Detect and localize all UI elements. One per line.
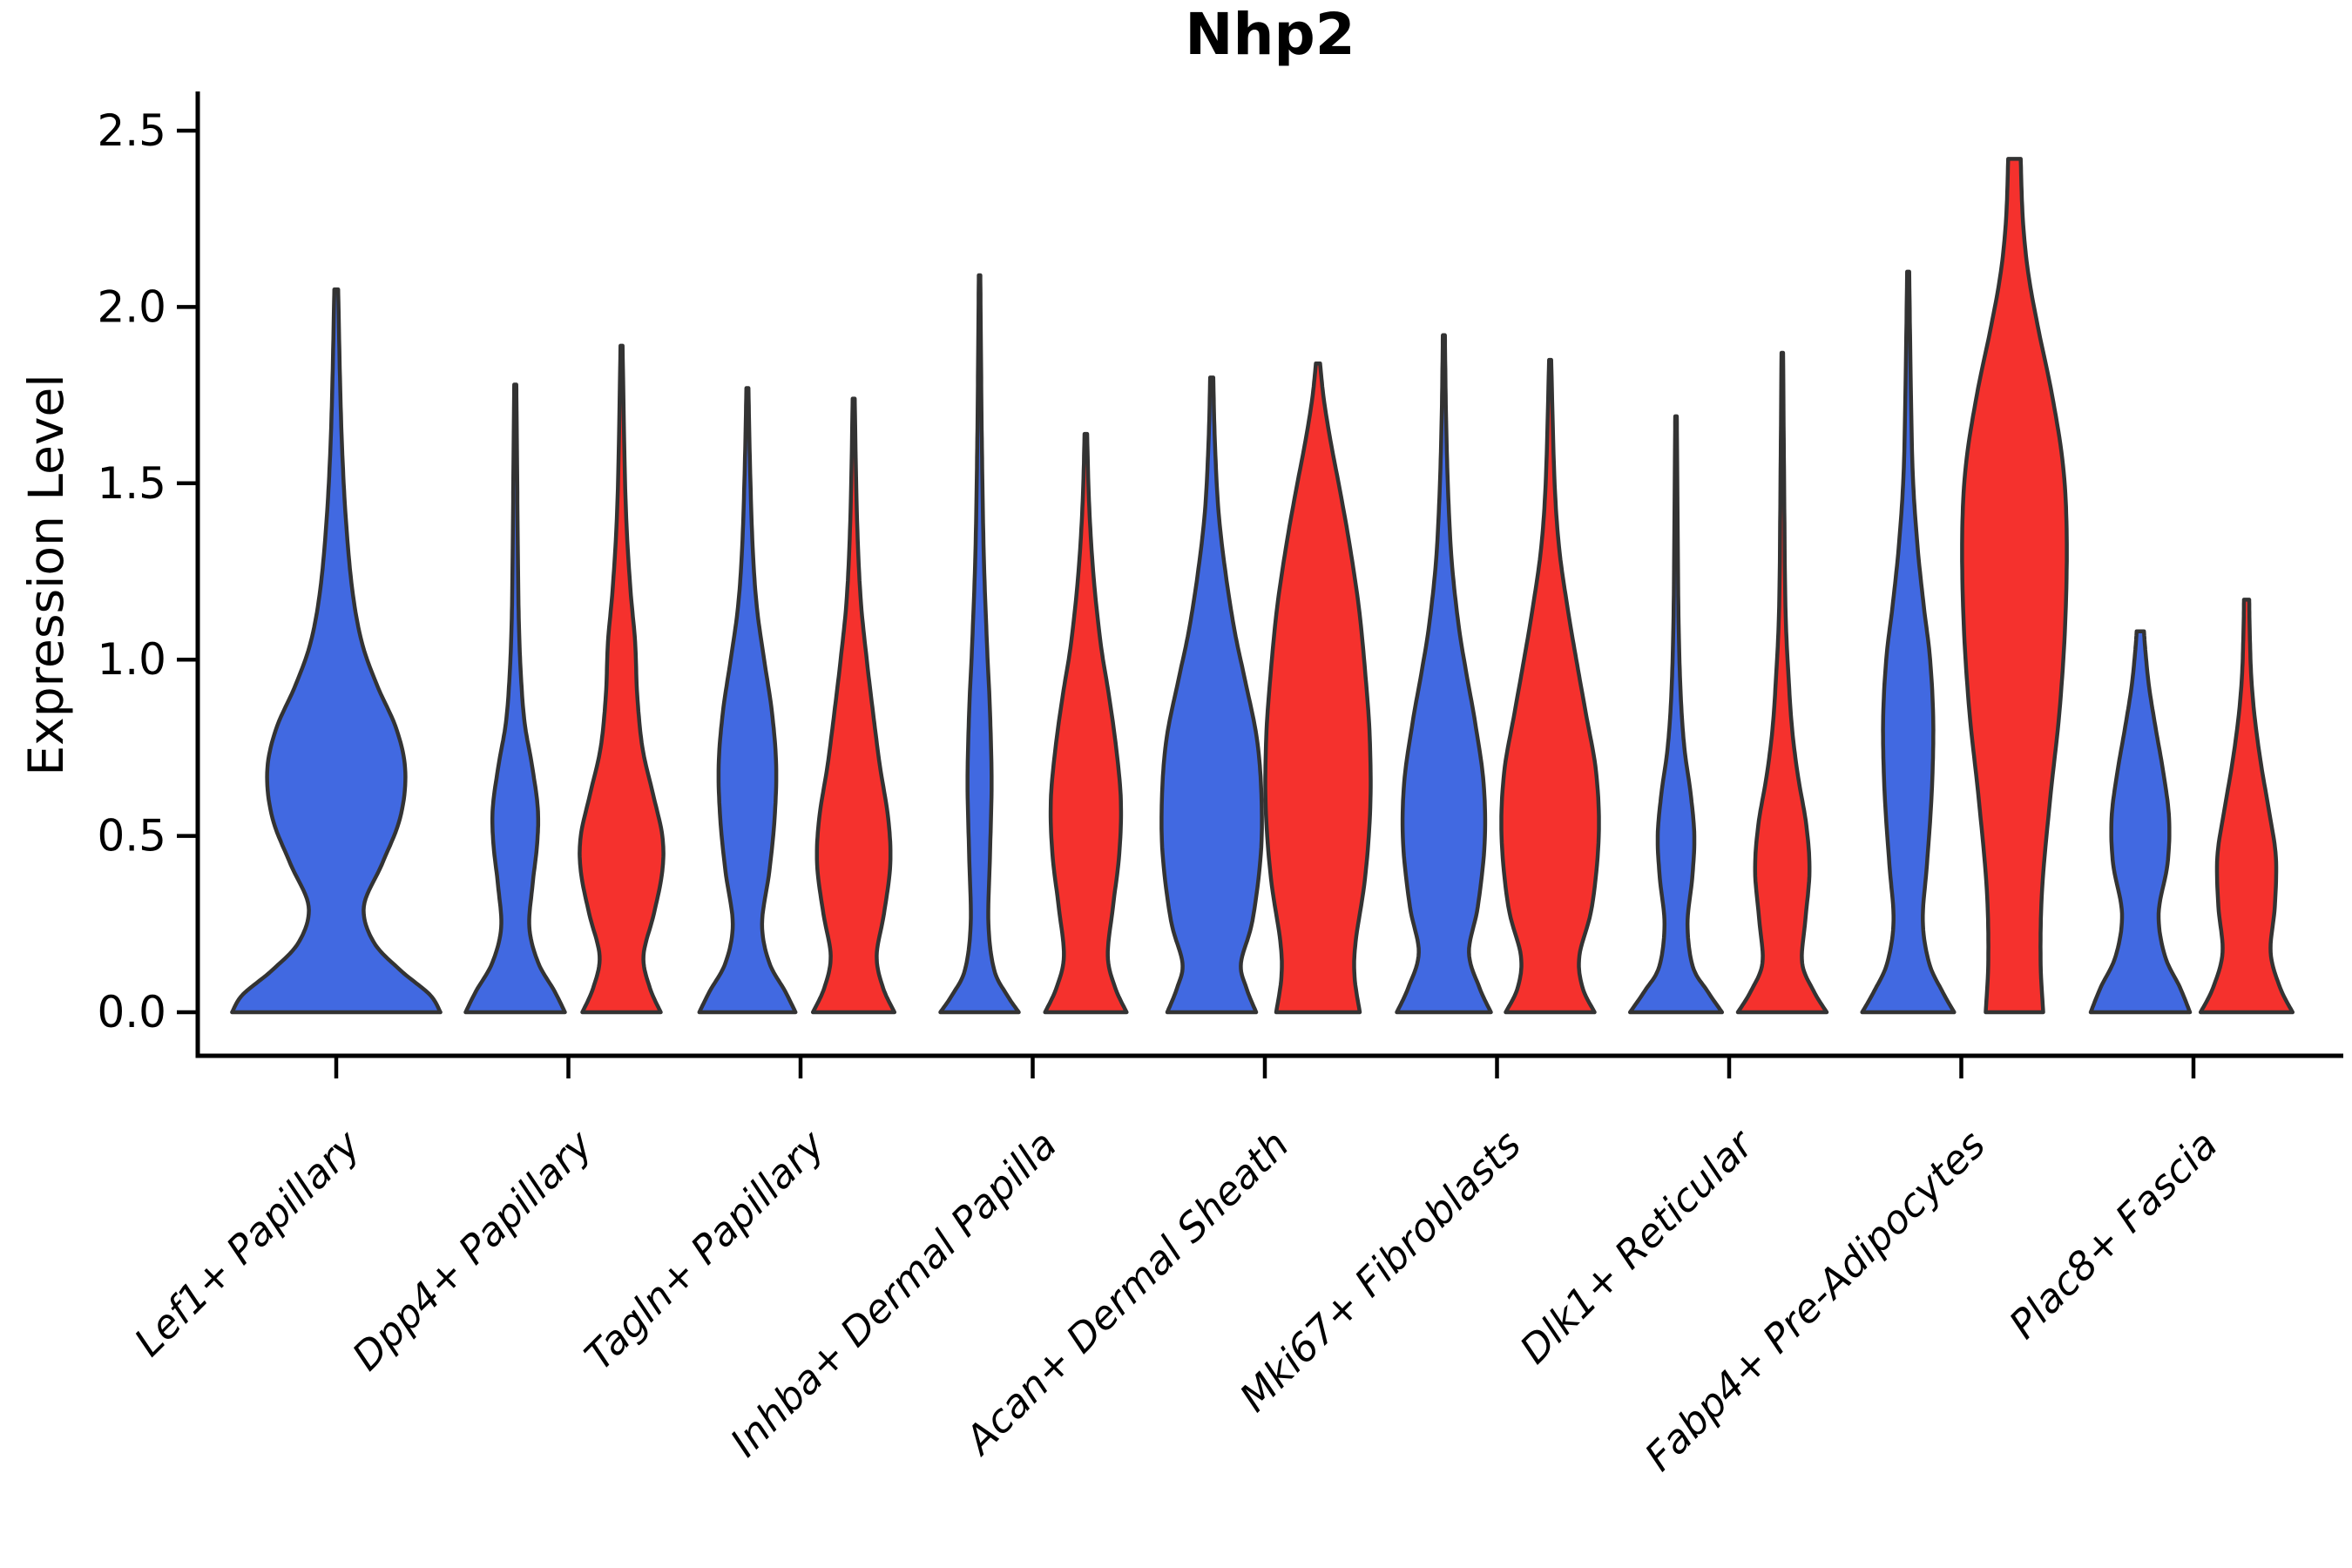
violin-acan-dermal-sheath-blue [1159,375,1264,1015]
violin-layer [230,157,2295,1015]
chart-title: Nhp2 [1185,1,1355,68]
x-tick-label: Dlk1+ Reticular [1511,1120,1763,1373]
violin-dpp4-papillary-blue [463,382,567,1015]
violin-lef1-papillary-blue [230,287,443,1015]
y-tick-label: 1.0 [97,634,166,685]
x-tick-label: Plac8+ Fascia [2000,1121,2227,1348]
violin-plac8-fascia-red [2198,598,2295,1015]
y-tick-label: 1.5 [97,458,166,509]
y-tick-label: 0.0 [97,987,166,1037]
x-tick-label: Dpp4+ Papillary [343,1120,602,1379]
violin-tagln-papillary-red [810,396,897,1015]
violin-dlk1-reticular-blue [1627,414,1725,1015]
violin-mki67-fibroblasts-red [1499,357,1601,1015]
x-tick-label: Tagln+ Papillary [576,1120,835,1379]
violin-fabp4-pre-adipocytes-red [1960,157,2069,1015]
violin-inhba-dermal-papilla-blue [938,273,1021,1015]
y-axis-label: Expression Level [18,374,74,775]
violin-acan-dermal-sheath-red [1263,361,1373,1015]
y-tick-label: 0.5 [97,811,166,862]
axes-layer [177,91,2343,1078]
y-tick-label: 2.5 [97,105,166,156]
violin-mki67-fibroblasts-blue [1395,333,1493,1015]
violin-tagln-papillary-blue [697,386,798,1015]
violin-inhba-dermal-papilla-red [1043,431,1129,1015]
y-tick-label: 2.0 [97,281,166,332]
violin-dpp4-papillary-red [578,343,666,1015]
violin-plac8-fascia-blue [2088,629,2193,1015]
violin-fabp4-pre-adipocytes-blue [1860,269,1957,1015]
x-tick-label: Lef1+ Papillary [125,1120,370,1365]
violin-dlk1-reticular-red [1735,350,1829,1015]
